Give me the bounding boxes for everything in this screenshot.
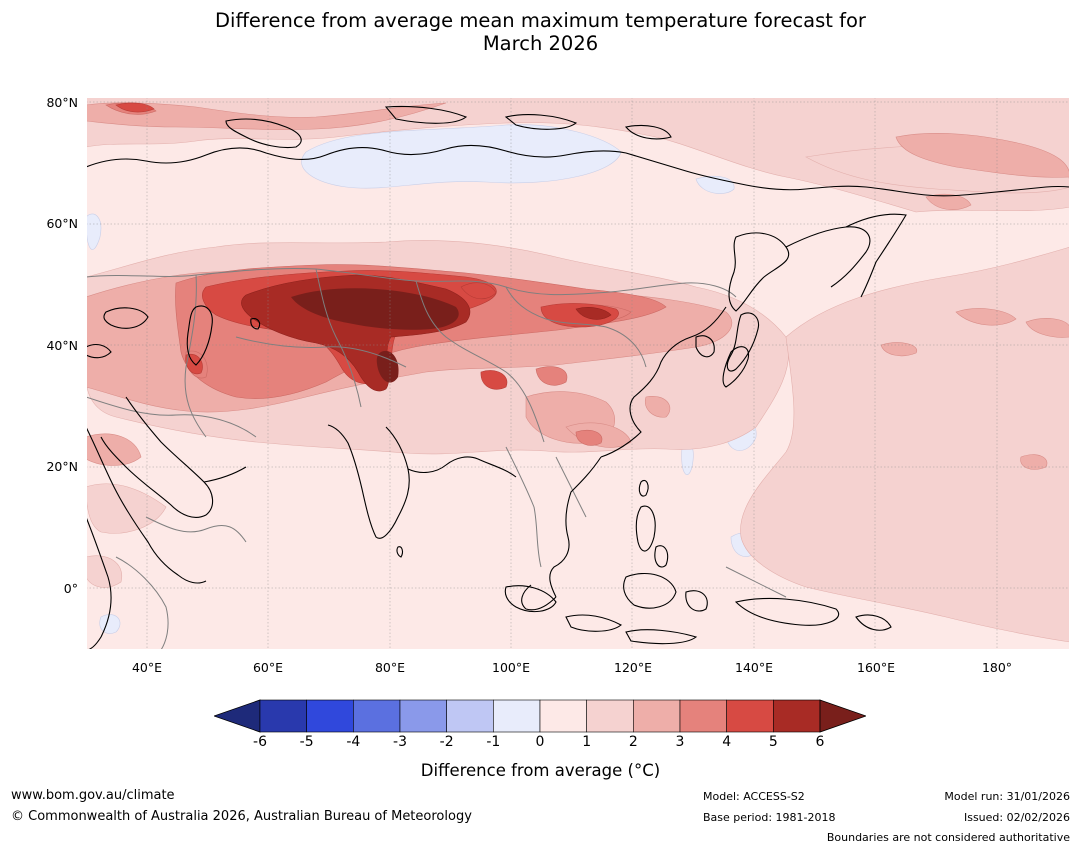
colorbar-segment <box>586 699 634 733</box>
lat-label-80n: 80°N <box>46 95 78 110</box>
colorbar-segment <box>773 699 821 733</box>
lon-label-80e: 80°E <box>374 660 406 675</box>
colorbar <box>214 699 866 733</box>
footer-model: Model: ACCESS-S2 <box>703 790 805 803</box>
footer-copyright: © Commonwealth of Australia 2026, Austra… <box>11 809 472 824</box>
colorbar-tick-label: -6 <box>253 734 267 750</box>
title-line-2: March 2026 <box>482 32 599 55</box>
colorbar-tick-label: -4 <box>346 734 361 750</box>
country-boundaries <box>86 267 787 650</box>
colorbar-tick-label: -1 <box>486 734 501 750</box>
colorbar-segment <box>399 699 447 733</box>
colorbar-tick-label: 3 <box>675 734 685 750</box>
colorbar-arrow-high <box>819 699 866 733</box>
footer-base-period: Base period: 1981-2018 <box>703 811 836 824</box>
footer-url[interactable]: www.bom.gov.au/climate <box>11 788 175 803</box>
colorbar-segment <box>633 699 681 733</box>
lat-label-0: 0° <box>63 581 78 596</box>
colorbar-segment <box>493 699 541 733</box>
colorbar-segment <box>679 699 727 733</box>
colorbar-segment <box>353 699 401 733</box>
colorbar-segment <box>539 699 587 733</box>
colorbar-segment <box>446 699 494 733</box>
map-gridlines <box>86 97 1070 650</box>
colorbar-tick-label: 6 <box>815 734 825 750</box>
lon-label-40e: 40°E <box>131 660 163 675</box>
colorbar-segment <box>306 699 354 733</box>
colorbar-tick-label: 2 <box>628 734 638 750</box>
lat-label-60n: 60°N <box>46 216 78 231</box>
temperature-anomaly-map[interactable] <box>86 97 1070 650</box>
colorbar-arrow-low <box>214 699 261 733</box>
lon-label-160e: 160°E <box>856 660 896 675</box>
colorbar-tick-label: -5 <box>299 734 314 750</box>
lat-label-40n: 40°N <box>46 338 78 353</box>
colorbar-segment <box>726 699 774 733</box>
coastlines <box>86 105 1070 650</box>
lon-label-180: 180° <box>981 660 1013 675</box>
chart-title: Difference from average mean maximum tem… <box>0 9 1081 55</box>
warm-anomaly-extreme <box>291 288 459 383</box>
colorbar-tick-label: 1 <box>582 734 592 750</box>
lon-label-120e: 120°E <box>613 660 653 675</box>
colorbar-tick-label: 0 <box>535 734 545 750</box>
colorbar-label: Difference from average (°C) <box>420 761 661 780</box>
footer-issued: Issued: 02/02/2026 <box>963 811 1070 824</box>
colorbar-segment <box>259 699 307 733</box>
colorbar-tick-label: -3 <box>393 734 407 750</box>
lon-label-100e: 100°E <box>491 660 531 675</box>
lon-label-60e: 60°E <box>252 660 284 675</box>
footer-model-run: Model run: 31/01/2026 <box>944 790 1070 803</box>
title-line-1: Difference from average mean maximum tem… <box>215 9 866 32</box>
lat-label-20n: 20°N <box>46 459 78 474</box>
map-frame <box>86 97 1070 650</box>
lon-label-140e: 140°E <box>734 660 774 675</box>
colorbar-tick-label: 4 <box>722 734 732 750</box>
footer-disclaimer: Boundaries are not considered authoritat… <box>826 831 1070 844</box>
colorbar-tick-label: 5 <box>768 734 778 750</box>
colorbar-tick-label: -2 <box>439 734 454 750</box>
